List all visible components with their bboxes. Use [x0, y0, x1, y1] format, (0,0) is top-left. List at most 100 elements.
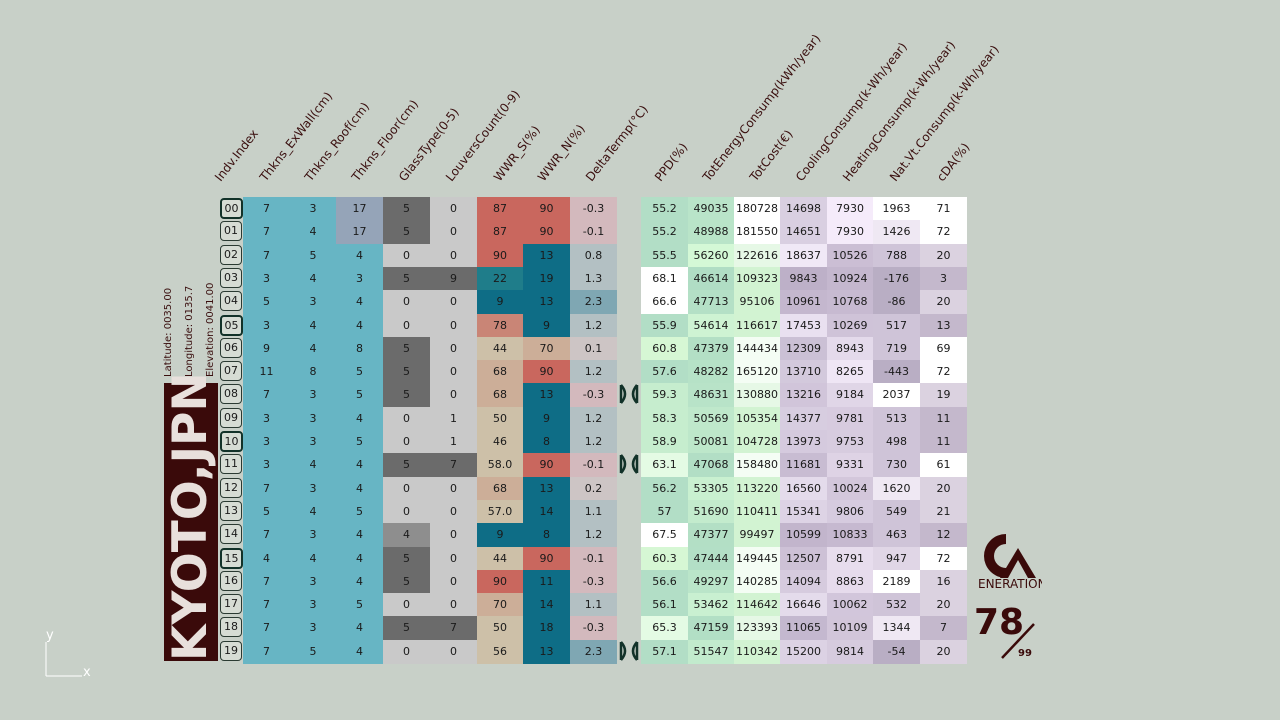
table-cell: 18 [523, 616, 570, 641]
table-cell: 59.3 [641, 383, 688, 408]
row-index[interactable]: 04 [220, 291, 242, 312]
table-cell: 57.6 [641, 360, 688, 385]
table-cell: -0.3 [570, 569, 617, 594]
table-cell: 3 [290, 593, 336, 618]
table-cell: 7 [243, 593, 290, 618]
table-cell: 55.9 [641, 313, 688, 338]
row-index[interactable]: 14 [220, 524, 242, 545]
row-index[interactable]: 08 [220, 384, 242, 405]
selection-marker-icon [619, 454, 639, 475]
table-cell: 4 [290, 313, 336, 338]
table-cell: 0 [430, 360, 477, 385]
table-cell: 0 [430, 476, 477, 501]
table-cell: 788 [873, 243, 920, 268]
table-cell: 0 [383, 243, 430, 268]
row-index[interactable]: 18 [220, 617, 242, 638]
table-cell: 123393 [734, 616, 780, 641]
table-cell: 13 [523, 383, 570, 408]
table-cell: 65.3 [641, 616, 688, 641]
row-index[interactable]: 02 [220, 244, 242, 265]
table-cell: 53462 [688, 593, 734, 618]
table-cell: 13216 [780, 383, 827, 408]
row-index[interactable]: 19 [220, 640, 242, 661]
table-cell: 110411 [734, 499, 780, 524]
table-cell: 5 [383, 220, 430, 245]
table-cell: 11681 [780, 453, 827, 478]
table-cell: 14 [523, 499, 570, 524]
row-index[interactable]: 13 [220, 500, 242, 521]
table-cell: 3 [243, 266, 290, 291]
table-cell: 8 [336, 336, 383, 361]
row-index[interactable]: 16 [220, 570, 242, 591]
table-cell: 5 [383, 266, 430, 291]
table-cell: 19 [523, 266, 570, 291]
table-cell: 1620 [873, 476, 920, 501]
table-cell: 498 [873, 430, 920, 454]
table-cell: 20 [920, 593, 967, 618]
table-cell: 17453 [780, 313, 827, 338]
table-cell: 0 [430, 336, 477, 361]
row-index[interactable]: 07 [220, 361, 242, 382]
table-cell: 180728 [734, 197, 780, 221]
table-cell: 4 [336, 406, 383, 431]
table-cell: 4 [336, 569, 383, 594]
table-cell: 0 [383, 290, 430, 315]
table-cell: 50569 [688, 406, 734, 431]
table-cell: 0.1 [570, 336, 617, 361]
row-index[interactable]: 11 [220, 454, 242, 475]
table-cell: 21 [920, 499, 967, 524]
row-index[interactable]: 00 [220, 198, 243, 219]
row-index[interactable]: 06 [220, 337, 242, 358]
table-cell: 3 [290, 616, 336, 641]
longitude-label: Longitude: 0135.7 [184, 285, 195, 377]
table-cell: 1.2 [570, 406, 617, 431]
row-index[interactable]: 10 [220, 431, 243, 452]
table-cell: 99497 [734, 523, 780, 548]
table-cell: 87 [477, 220, 523, 245]
logo-text: ENERATION [978, 577, 1042, 591]
table-cell: 8791 [827, 546, 873, 571]
generation-total: 99 [1018, 648, 1032, 659]
table-cell: -0.1 [570, 546, 617, 571]
row-index[interactable]: 12 [220, 477, 242, 498]
table-cell: 16560 [780, 476, 827, 501]
table-cell: 7 [920, 616, 967, 641]
row-index[interactable]: 05 [220, 314, 243, 336]
table-cell: 90 [523, 546, 570, 571]
column-header: PPD(%) [651, 140, 691, 184]
table-cell: 53305 [688, 476, 734, 501]
table-cell: 5 [383, 197, 430, 221]
table-cell: 10062 [827, 593, 873, 618]
table-cell: 14698 [780, 197, 827, 221]
axis-y-label: y [46, 628, 54, 643]
table-cell: 730 [873, 453, 920, 478]
table-cell: 3 [290, 569, 336, 594]
table-cell: 7 [430, 453, 477, 478]
row-index[interactable]: 15 [220, 547, 243, 569]
table-cell: 4 [336, 546, 383, 571]
table-cell: 109323 [734, 266, 780, 291]
table-cell: 15200 [780, 639, 827, 664]
table-cell: 69 [920, 336, 967, 361]
table-cell: 1.1 [570, 499, 617, 524]
table-cell: 13973 [780, 430, 827, 454]
table-cell: 2189 [873, 569, 920, 594]
table-cell: 5 [290, 243, 336, 268]
table-cell: 5 [336, 360, 383, 385]
table-cell: 0 [383, 313, 430, 338]
row-index[interactable]: 01 [220, 221, 242, 242]
table-cell: 4 [290, 220, 336, 245]
row-index[interactable]: 03 [220, 267, 242, 288]
table-cell: 3 [290, 430, 336, 454]
table-cell: 4 [290, 499, 336, 524]
table-cell: 70 [523, 336, 570, 361]
table-cell: 9843 [780, 266, 827, 291]
row-index[interactable]: 09 [220, 407, 242, 428]
table-cell: 140285 [734, 569, 780, 594]
table-cell: 48988 [688, 220, 734, 245]
table-cell: 61 [920, 453, 967, 478]
table-cell: 46614 [688, 266, 734, 291]
row-index[interactable]: 17 [220, 594, 242, 615]
table-cell: -0.3 [570, 616, 617, 641]
table-cell: 1963 [873, 197, 920, 221]
